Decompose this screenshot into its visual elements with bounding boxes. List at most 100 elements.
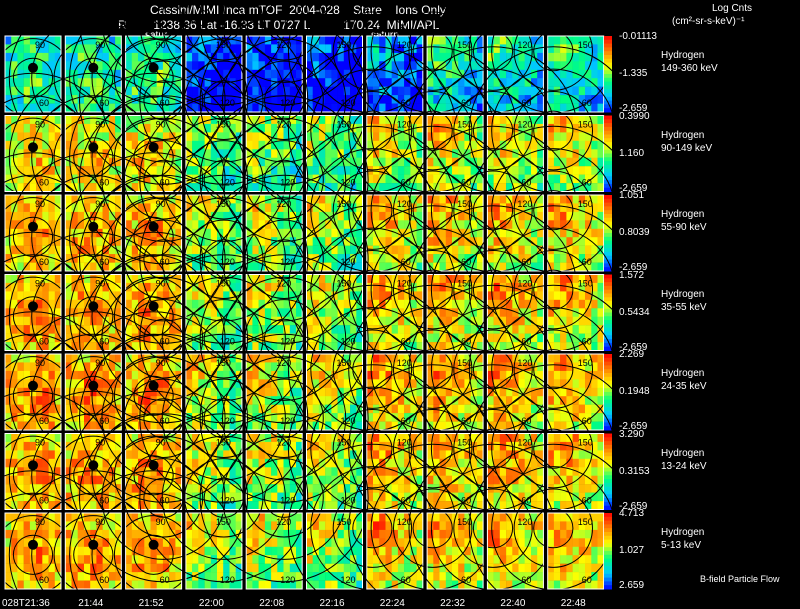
heat-cell xyxy=(597,211,604,221)
heat-cell xyxy=(458,325,465,334)
heat-cell xyxy=(373,211,380,221)
heat-cell xyxy=(71,140,78,150)
heat-cell xyxy=(493,166,501,175)
heat-cell xyxy=(156,492,164,502)
heat-cell xyxy=(433,413,440,422)
heat-cell xyxy=(192,52,199,62)
heat-cell xyxy=(42,379,49,388)
heat-cell xyxy=(54,354,62,363)
heat-cell xyxy=(229,36,236,45)
heat-cell xyxy=(258,95,266,104)
heat-cell xyxy=(156,467,164,476)
heat-cell xyxy=(77,299,85,309)
heat-cell xyxy=(29,123,37,133)
heat-cell xyxy=(385,86,392,96)
heat-cell xyxy=(572,61,580,70)
heat-cell xyxy=(115,458,122,468)
heat-cell xyxy=(410,245,417,255)
heat-cell xyxy=(223,132,230,142)
heat-cell xyxy=(102,421,110,431)
heat-cell xyxy=(175,86,182,96)
heat-cell xyxy=(366,325,374,334)
heat-cell xyxy=(65,467,72,476)
heat-cell xyxy=(90,132,97,142)
heat-cell xyxy=(210,69,218,79)
contour-line xyxy=(199,95,369,265)
heat-cell xyxy=(84,413,91,422)
heat-cell xyxy=(115,174,122,184)
heat-cell xyxy=(312,245,320,255)
heat-cell xyxy=(427,183,434,192)
heat-cell xyxy=(102,61,110,70)
heat-cell xyxy=(591,282,598,292)
heat-cell xyxy=(427,316,434,326)
heat-cell xyxy=(258,370,266,380)
colorbar-segment xyxy=(604,354,612,359)
heat-cell xyxy=(512,262,519,272)
heat-cell xyxy=(264,413,272,422)
heat-cell xyxy=(217,149,224,158)
heat-cell xyxy=(439,379,446,388)
heat-cell xyxy=(572,52,580,62)
heat-cell xyxy=(445,404,453,414)
heat-cell xyxy=(289,308,297,317)
heat-cell xyxy=(296,69,303,79)
colorbar-segment xyxy=(604,263,612,268)
heat-cell xyxy=(404,195,411,204)
contour-label: 150 xyxy=(216,438,231,448)
heat-cell xyxy=(433,342,440,351)
heat-cell xyxy=(90,282,97,292)
panel-frame xyxy=(547,35,605,113)
heat-cell xyxy=(90,433,97,443)
heat-cell xyxy=(306,421,313,431)
heat-cell xyxy=(591,396,598,405)
heat-cell xyxy=(410,421,417,431)
heat-cell xyxy=(11,354,18,363)
heat-cell xyxy=(439,282,446,292)
heat-cell xyxy=(17,282,24,292)
heat-cell xyxy=(131,195,139,204)
contour-label: 90 xyxy=(35,358,45,368)
heat-cell xyxy=(350,149,357,158)
heat-cell xyxy=(356,254,363,263)
heat-cell xyxy=(452,299,459,309)
heat-cell xyxy=(65,86,72,96)
heat-cell xyxy=(138,484,145,493)
heat-cell xyxy=(597,95,604,104)
contour-line xyxy=(513,91,593,171)
contour-line xyxy=(133,216,174,257)
heat-cell xyxy=(379,342,386,351)
heat-cell xyxy=(391,203,399,213)
panel-frame xyxy=(4,353,62,431)
panel-frame xyxy=(547,274,605,351)
contour-label: 120 xyxy=(280,416,295,426)
contour-line xyxy=(491,0,616,114)
heat-cell xyxy=(65,458,72,468)
heat-cell xyxy=(229,433,236,443)
heat-cell xyxy=(115,115,122,125)
heat-cell xyxy=(48,166,56,175)
heat-cell xyxy=(318,78,326,87)
colorbar-segment xyxy=(604,320,612,325)
heat-cell xyxy=(524,362,532,372)
contour-line xyxy=(133,137,174,178)
heat-cell xyxy=(337,362,345,372)
heat-cell xyxy=(560,115,567,125)
heat-cell xyxy=(318,228,326,238)
heat-cell xyxy=(277,254,284,263)
heat-cell xyxy=(271,78,278,87)
heat-cell xyxy=(458,362,465,372)
heat-cell xyxy=(325,78,332,87)
heat-cell xyxy=(553,115,561,125)
heat-cell xyxy=(591,123,598,133)
heat-cell xyxy=(277,228,284,238)
heat-cell xyxy=(96,484,103,493)
heat-cell xyxy=(350,254,357,263)
panel-frame xyxy=(64,35,122,113)
heat-cell xyxy=(553,157,561,167)
heat-cell xyxy=(102,123,110,133)
heat-cell xyxy=(350,387,357,397)
heat-cell xyxy=(42,316,49,326)
heat-cell xyxy=(318,132,326,142)
heat-cell xyxy=(54,203,62,213)
